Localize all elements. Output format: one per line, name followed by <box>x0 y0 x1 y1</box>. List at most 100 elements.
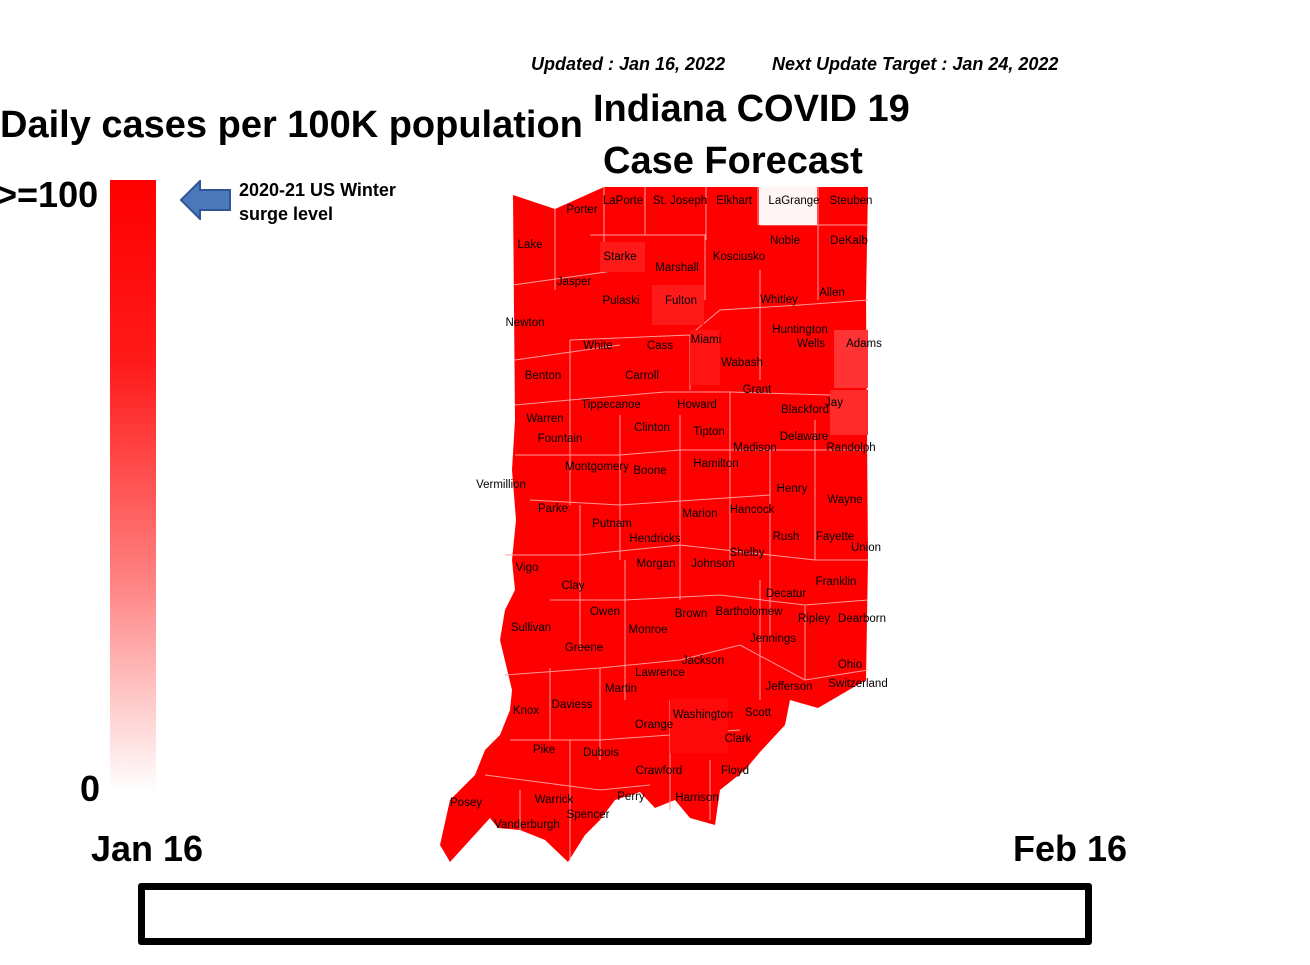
county-label-daviess: Daviess <box>552 699 593 711</box>
county-label-owen: Owen <box>590 606 620 618</box>
county-label-benton: Benton <box>525 370 561 382</box>
county-label-wayne: Wayne <box>827 494 862 506</box>
county-label-tippecanoe: Tippecanoe <box>581 399 641 411</box>
county-label-vigo: Vigo <box>516 562 539 574</box>
county-label-whitley: Whitley <box>760 294 798 306</box>
county-border-line <box>484 740 711 860</box>
county-label-vanderburgh: Vanderburgh <box>494 819 560 831</box>
county-label-allen: Allen <box>819 287 845 299</box>
county-border-line <box>554 187 819 300</box>
surge-level-label: 2020-21 US Winter surge level <box>239 178 419 226</box>
county-label-pike: Pike <box>533 744 555 756</box>
county-label-franklin: Franklin <box>816 576 857 588</box>
county-label-delaware: Delaware <box>780 431 829 443</box>
county-label-decatur: Decatur <box>766 588 806 600</box>
county-label-jackson: Jackson <box>682 655 724 667</box>
county-label-vermillion: Vermillion <box>476 479 526 491</box>
legend-max-label: >=100 <box>0 174 99 215</box>
updated-date: Updated : Jan 16, 2022 <box>531 54 726 74</box>
county-fill-washington <box>670 698 728 753</box>
county-label-blackford: Blackford <box>781 404 829 416</box>
county-label-laporte: LaPorte <box>603 195 643 207</box>
county-label-dearborn: Dearborn <box>838 613 886 625</box>
surge-label-line1: 2020-21 US Winter <box>239 180 396 200</box>
county-label-kosciusko: Kosciusko <box>713 251 765 263</box>
county-label-madison: Madison <box>733 442 776 454</box>
county-label-hamilton: Hamilton <box>693 458 738 470</box>
timeline-start-date: Jan 16 <box>91 828 204 869</box>
county-label-wells: Wells <box>797 338 825 350</box>
county-label-switzerland: Switzerland <box>828 678 887 690</box>
county-label-lake: Lake <box>518 239 543 251</box>
county-label-noble: Noble <box>770 235 800 247</box>
county-label-fountain: Fountain <box>538 433 583 445</box>
next-update-target: Next Update Target : Jan 24, 2022 <box>772 54 1059 74</box>
county-label-clinton: Clinton <box>634 422 670 434</box>
county-label-pulaski: Pulaski <box>602 295 639 307</box>
county-highlights <box>600 187 868 753</box>
county-label-tipton: Tipton <box>693 426 725 438</box>
county-label-miami: Miami <box>691 334 722 346</box>
county-label-crawford: Crawford <box>636 765 683 777</box>
county-label-parke: Parke <box>538 503 568 515</box>
county-label-dekalb: DeKalb <box>830 235 868 247</box>
county-label-fulton: Fulton <box>665 295 697 307</box>
county-label-washington: Washington <box>673 709 733 721</box>
county-border-line <box>512 224 868 361</box>
county-label-howard: Howard <box>677 399 717 411</box>
county-border-line <box>515 415 868 600</box>
county-label-jefferson: Jefferson <box>765 681 812 693</box>
county-label-spencer: Spencer <box>567 809 610 821</box>
county-label-floyd: Floyd <box>721 765 749 777</box>
county-fill-jay <box>830 390 868 435</box>
county-label-st-joseph: St. Joseph <box>653 195 707 207</box>
left-arrow-icon <box>180 180 231 220</box>
county-label-white: White <box>583 340 612 352</box>
county-border-line <box>505 505 868 700</box>
county-fill-miami <box>690 330 720 385</box>
county-label-steuben: Steuben <box>830 195 873 207</box>
county-fill-fulton <box>652 285 704 325</box>
county-label-ohio: Ohio <box>838 659 862 671</box>
county-label-jay: Jay <box>825 397 843 409</box>
legend-min-label: 0 <box>80 768 101 809</box>
county-label-posey: Posey <box>450 797 482 809</box>
county-fill-adams <box>834 330 868 388</box>
county-label-montgomery: Montgomery <box>565 461 629 473</box>
surge-label-line2: surge level <box>239 204 334 224</box>
county-label-rush: Rush <box>773 531 800 543</box>
timeline-end-date: Feb 16 <box>1013 828 1128 869</box>
county-border-line <box>550 580 869 700</box>
map-title-line1: Indiana COVID 19 <box>593 88 910 130</box>
county-fill-lagrange <box>759 187 817 225</box>
county-label-martin: Martin <box>605 683 637 695</box>
county-label-elkhart: Elkhart <box>716 195 753 207</box>
county-label-carroll: Carroll <box>625 370 659 382</box>
county-label-johnson: Johnson <box>691 558 734 570</box>
county-label-warrick: Warrick <box>535 794 574 806</box>
county-label-shelby: Shelby <box>729 547 764 559</box>
county-border-line <box>529 392 816 640</box>
county-label-marshall: Marshall <box>655 262 698 274</box>
county-label-dubois: Dubois <box>583 747 619 759</box>
county-label-marion: Marion <box>682 508 717 520</box>
county-label-knox: Knox <box>513 705 539 717</box>
county-label-warren: Warren <box>526 413 563 425</box>
map-title-line2: Case Forecast <box>603 140 863 182</box>
county-label-perry: Perry <box>617 791 645 803</box>
county-label-hendricks: Hendricks <box>629 533 680 545</box>
county-label-clark: Clark <box>725 733 752 745</box>
county-label-starke: Starke <box>603 251 636 263</box>
legend-title: Daily cases per 100K population <box>0 104 583 146</box>
county-label-union: Union <box>851 542 881 554</box>
county-label-fayette: Fayette <box>816 531 854 543</box>
county-border-line <box>504 644 869 740</box>
county-label-grant: Grant <box>743 384 773 396</box>
county-label-greene: Greene <box>565 642 603 654</box>
county-label-randolph: Randolph <box>826 442 875 454</box>
county-borders <box>484 187 869 860</box>
timeline-slider[interactable] <box>138 883 1092 945</box>
county-label-sullivan: Sullivan <box>511 622 551 634</box>
county-label-harrison: Harrison <box>675 792 718 804</box>
